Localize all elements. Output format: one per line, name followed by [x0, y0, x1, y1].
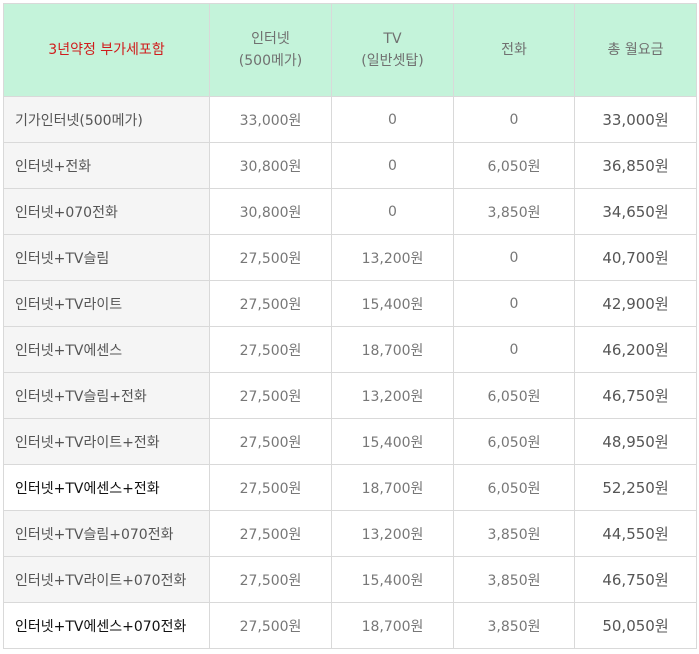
internet-fee: 27,500원: [209, 418, 332, 465]
total-fee: 52,250원: [574, 464, 697, 511]
phone-fee: 0: [453, 280, 575, 327]
total-fee: 33,000원: [574, 96, 697, 143]
table-row: 인터넷+전화 30,800원 0 6,050원 36,850원: [3, 142, 697, 189]
tv-fee: 18,700원: [331, 602, 454, 649]
tv-fee: 18,700원: [331, 464, 454, 511]
internet-fee: 27,500원: [209, 280, 332, 327]
phone-fee: 0: [453, 234, 575, 281]
plan-name: 인터넷+TV라이트+전화: [3, 418, 210, 465]
phone-fee: 3,850원: [453, 510, 575, 557]
internet-fee: 33,000원: [209, 96, 332, 143]
table-row: 기가인터넷(500메가) 33,000원 0 0 33,000원: [3, 96, 697, 143]
internet-fee: 27,500원: [209, 602, 332, 649]
phone-fee: 6,050원: [453, 418, 575, 465]
internet-fee: 27,500원: [209, 326, 332, 373]
header-row: 3년약정 부가세포함 인터넷 (500메가) TV (일반셋탑) 전화 총 월요…: [3, 3, 697, 97]
plan-name: 인터넷+TV슬림+070전화: [3, 510, 210, 557]
price-table: 3년약정 부가세포함 인터넷 (500메가) TV (일반셋탑) 전화 총 월요…: [3, 3, 697, 649]
plan-name: 기가인터넷(500메가): [3, 96, 210, 143]
tv-fee: 0: [331, 142, 454, 189]
internet-fee: 30,800원: [209, 142, 332, 189]
tv-fee: 0: [331, 96, 454, 143]
table-row: 인터넷+TV에센스+전화 27,500원 18,700원 6,050원 52,2…: [3, 464, 697, 511]
table-row: 인터넷+TV라이트+070전화 27,500원 15,400원 3,850원 4…: [3, 556, 697, 603]
table-row: 인터넷+TV슬림+070전화 27,500원 13,200원 3,850원 44…: [3, 510, 697, 557]
header-tv: TV (일반셋탑): [331, 3, 454, 97]
table-row: 인터넷+TV라이트+전화 27,500원 15,400원 6,050원 48,9…: [3, 418, 697, 465]
plan-name: 인터넷+TV에센스+070전화: [3, 602, 210, 649]
header-phone: 전화: [453, 3, 575, 97]
internet-fee: 27,500원: [209, 556, 332, 603]
total-fee: 46,750원: [574, 372, 697, 419]
header-tv-line2: (일반셋탑): [361, 53, 424, 69]
total-fee: 44,550원: [574, 510, 697, 557]
total-fee: 46,750원: [574, 556, 697, 603]
tv-fee: 0: [331, 188, 454, 235]
internet-fee: 30,800원: [209, 188, 332, 235]
table-row: 인터넷+TV에센스+070전화 27,500원 18,700원 3,850원 5…: [3, 602, 697, 649]
plan-name: 인터넷+TV라이트+070전화: [3, 556, 210, 603]
total-fee: 42,900원: [574, 280, 697, 327]
internet-fee: 27,500원: [209, 510, 332, 557]
total-fee: 40,700원: [574, 234, 697, 281]
table-row: 인터넷+070전화 30,800원 0 3,850원 34,650원: [3, 188, 697, 235]
phone-fee: 3,850원: [453, 556, 575, 603]
plan-name: 인터넷+TV라이트: [3, 280, 210, 327]
phone-fee: 6,050원: [453, 142, 575, 189]
tv-fee: 18,700원: [331, 326, 454, 373]
header-tv-line1: TV: [383, 31, 402, 47]
total-fee: 46,200원: [574, 326, 697, 373]
tv-fee: 13,200원: [331, 372, 454, 419]
header-internet-line1: 인터넷: [251, 31, 290, 47]
tv-fee: 15,400원: [331, 280, 454, 327]
internet-fee: 27,500원: [209, 372, 332, 419]
tv-fee: 15,400원: [331, 556, 454, 603]
plan-name: 인터넷+TV슬림+전화: [3, 372, 210, 419]
total-fee: 36,850원: [574, 142, 697, 189]
tv-fee: 15,400원: [331, 418, 454, 465]
plan-name: 인터넷+TV에센스+전화: [3, 464, 210, 511]
plan-name: 인터넷+TV에센스: [3, 326, 210, 373]
internet-fee: 27,500원: [209, 464, 332, 511]
plan-name: 인터넷+TV슬림: [3, 234, 210, 281]
header-plan: 3년약정 부가세포함: [3, 3, 210, 97]
table-row: 인터넷+TV슬림+전화 27,500원 13,200원 6,050원 46,75…: [3, 372, 697, 419]
header-total: 총 월요금: [574, 3, 697, 97]
internet-fee: 27,500원: [209, 234, 332, 281]
table-row: 인터넷+TV에센스 27,500원 18,700원 0 46,200원: [3, 326, 697, 373]
table-row: 인터넷+TV라이트 27,500원 15,400원 0 42,900원: [3, 280, 697, 327]
plan-name: 인터넷+전화: [3, 142, 210, 189]
table-row: 인터넷+TV슬림 27,500원 13,200원 0 40,700원: [3, 234, 697, 281]
phone-fee: 6,050원: [453, 372, 575, 419]
header-internet-line2: (500메가): [238, 53, 303, 69]
phone-fee: 3,850원: [453, 188, 575, 235]
tv-fee: 13,200원: [331, 510, 454, 557]
tv-fee: 13,200원: [331, 234, 454, 281]
total-fee: 34,650원: [574, 188, 697, 235]
phone-fee: 0: [453, 96, 575, 143]
header-internet: 인터넷 (500메가): [209, 3, 332, 97]
total-fee: 48,950원: [574, 418, 697, 465]
phone-fee: 6,050원: [453, 464, 575, 511]
phone-fee: 0: [453, 326, 575, 373]
phone-fee: 3,850원: [453, 602, 575, 649]
plan-name: 인터넷+070전화: [3, 188, 210, 235]
total-fee: 50,050원: [574, 602, 697, 649]
